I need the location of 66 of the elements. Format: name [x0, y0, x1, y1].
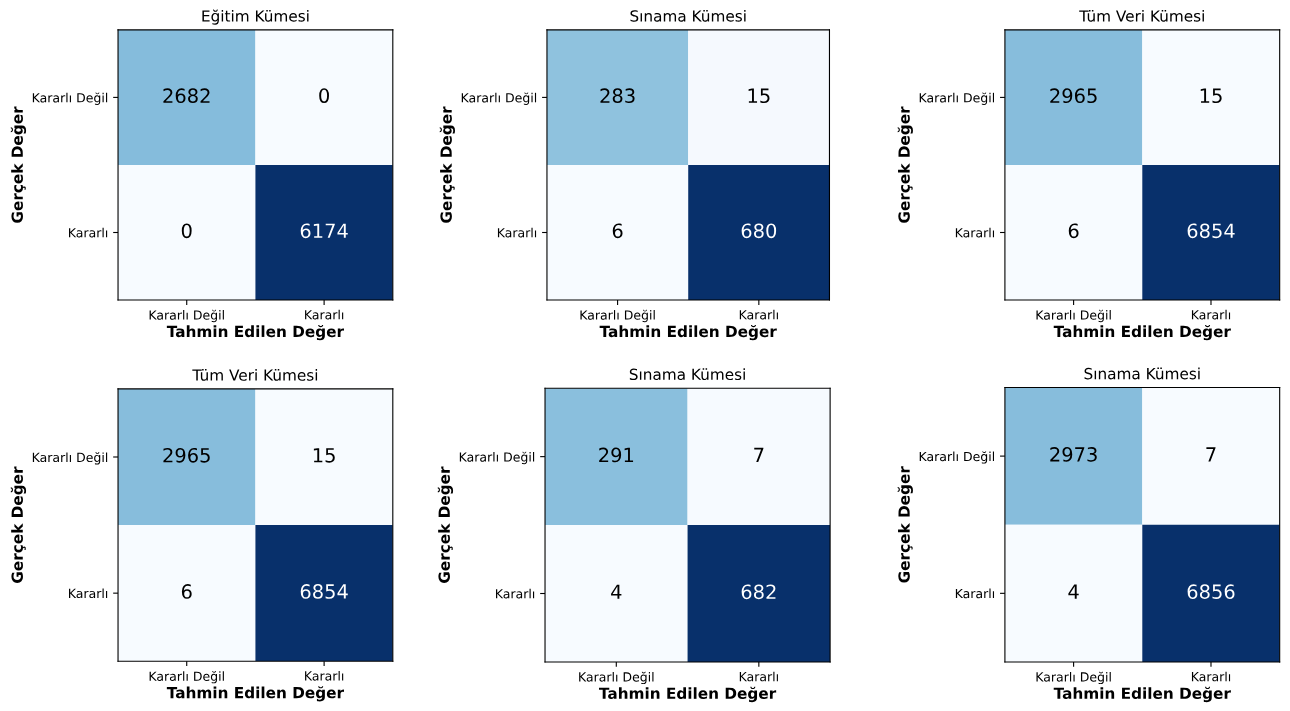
data-label: 6856 [1187, 584, 1235, 599]
y-tick-label: Kararlı [497, 227, 537, 238]
x-tick-label: Kararlı [305, 670, 344, 681]
y-tick-label: Kararlı [955, 588, 995, 599]
y-tick-label: Kararlı Değil [461, 92, 537, 105]
x-tick-label: Kararlı Değil [580, 309, 655, 323]
y-axis-title: Gerçek Değer [897, 106, 913, 223]
x-tick-label: Kararlı [739, 671, 778, 682]
data-label: 6854 [300, 584, 348, 599]
data-label: 6174 [300, 223, 348, 239]
data-label: 6 [612, 223, 623, 239]
data-label: 2965 [163, 447, 210, 463]
y-tick-label: Kararlı [955, 227, 995, 238]
y-axis-title: Gerçek Değer [439, 106, 455, 223]
x-axis-title: Tahmin Edilen Değer [599, 324, 777, 341]
data-label: 4 [611, 584, 622, 599]
data-label: 6854 [1187, 223, 1235, 239]
y-tick-label: Kararlı [496, 588, 535, 599]
data-label: 283 [600, 88, 635, 104]
data-label: 6 [1068, 223, 1079, 239]
y-axis-title: Gerçek Değer [437, 466, 454, 583]
y-tick-label: Kararlı [69, 588, 108, 599]
data-label: 15 [313, 448, 335, 463]
y-axis-title: Gerçek Değer [10, 466, 27, 583]
data-label: 15 [748, 88, 770, 104]
x-tick-label: Kararlı [305, 309, 344, 320]
x-tick-label: Kararlı Değil [1036, 671, 1111, 685]
x-tick-label: Kararlı Değil [579, 671, 654, 685]
data-label: 7 [1206, 447, 1216, 462]
x-axis-title: Tahmin Edilen Değer [599, 686, 777, 703]
data-label: 2682 [163, 88, 210, 104]
x-tick-label: Kararlı [1191, 309, 1231, 320]
y-tick-label: Kararlı [69, 227, 108, 238]
x-tick-label: Kararlı [1191, 671, 1231, 682]
data-label: 4 [1068, 584, 1079, 599]
x-tick-label: Kararlı [739, 309, 778, 320]
data-label: 682 [741, 584, 776, 600]
y-tick-label: Kararlı Değil [919, 92, 995, 105]
x-tick-label: Kararlı Değil [149, 309, 224, 323]
data-label: 2965 [1050, 88, 1097, 104]
x-axis-title: Tahmin Edilen Değer [1053, 686, 1231, 703]
y-tick-label: Kararlı Değil [459, 451, 535, 465]
chart-title: Eğitim Kümesi [202, 9, 309, 25]
data-label: 0 [181, 223, 192, 239]
data-label: 2973 [1050, 447, 1097, 462]
data-label: 15 [1200, 88, 1222, 104]
x-tick-label: Kararlı Değil [149, 670, 224, 684]
x-tick-label: Kararlı Değil [1036, 309, 1111, 323]
chart-title: Sınama Kümesi [1084, 367, 1200, 380]
data-label: 680 [741, 223, 777, 239]
x-axis-title: Tahmin Edilen Değer [1053, 324, 1231, 341]
y-tick-label: Kararlı Değil [32, 92, 108, 105]
y-tick-label: Kararlı Değil [32, 452, 108, 465]
data-label: 291 [599, 447, 634, 463]
chart-title: Tüm Veri Kümesi [1079, 9, 1204, 22]
data-label: 6 [181, 584, 192, 599]
chart-title: Tüm Veri Kümesi [192, 368, 318, 381]
y-axis-title: Gerçek Değer [10, 106, 27, 223]
data-label: 7 [754, 447, 764, 463]
x-axis-title: Tahmin Edilen Değer [166, 686, 345, 702]
chart-title: Sınama Kümesi [630, 9, 746, 22]
y-tick-label: Kararlı Değil [919, 451, 995, 464]
chart-title: Sınama Kümesi [629, 368, 745, 381]
y-axis-title: Gerçek Değer [897, 466, 913, 583]
x-axis-title: Tahmin Edilen Değer [166, 324, 345, 341]
data-label: 0 [319, 88, 330, 104]
